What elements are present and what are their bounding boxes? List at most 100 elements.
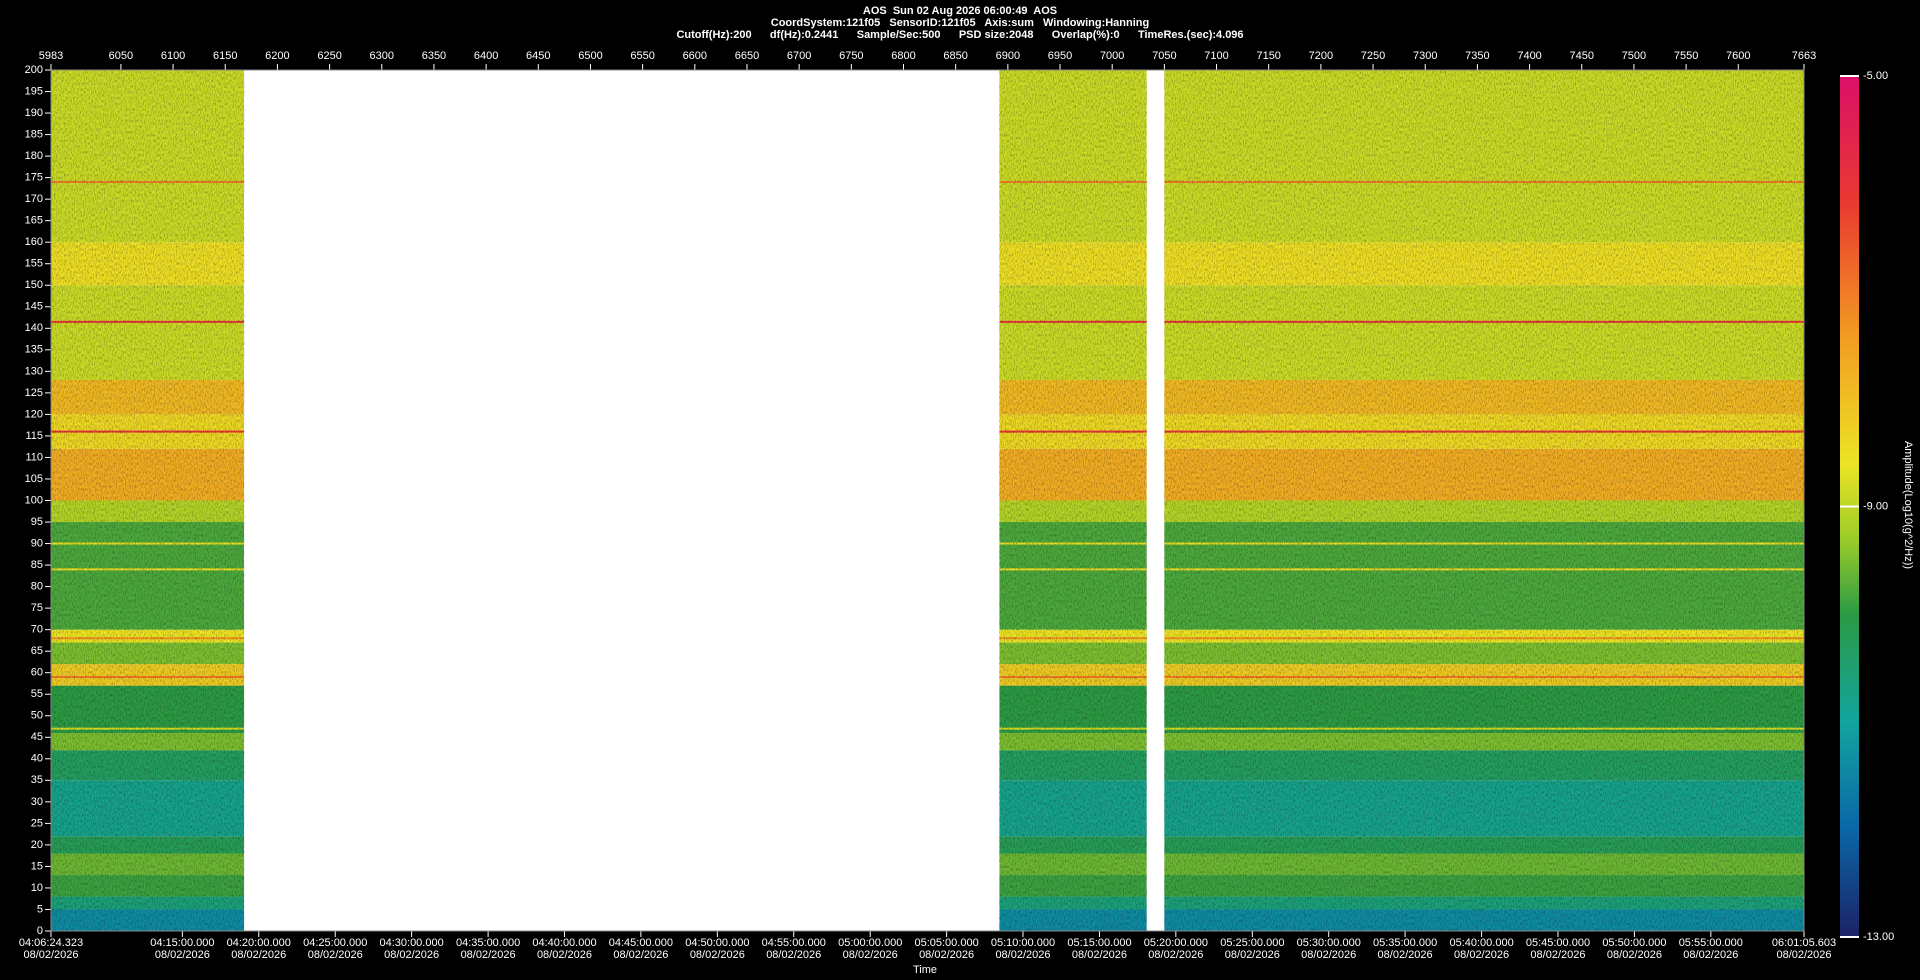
time-tick-date: 08/02/2026 (1301, 949, 1356, 961)
time-tick-label: 04:35:00.000 (456, 937, 520, 949)
y-tick-label: 95 (31, 516, 43, 528)
noise-texture (1164, 70, 1804, 931)
y-tick-label: 5 (37, 903, 43, 915)
time-tick-label: 05:35:00.000 (1373, 937, 1437, 949)
y-tick-label: 105 (25, 473, 43, 485)
time-tick-date: 08/02/2026 (461, 949, 516, 961)
y-tick-label: 120 (25, 408, 43, 420)
y-tick-label: 135 (25, 344, 43, 356)
time-tick-label: 05:00:00.000 (838, 937, 902, 949)
x-tick-label: 7600 (1726, 50, 1750, 62)
x-tick-label: 6450 (526, 50, 550, 62)
time-tick-date: 08/02/2026 (231, 949, 286, 961)
y-tick-label: 15 (31, 860, 43, 872)
time-tick-date: 08/02/2026 (613, 949, 668, 961)
y-tick-label: 40 (31, 753, 43, 765)
x-tick-label: 6350 (422, 50, 446, 62)
time-tick-label: 04:30:00.000 (379, 937, 443, 949)
y-tick-label: 200 (25, 64, 43, 76)
x-axis-label: Time (913, 964, 937, 976)
time-tick-label: 04:40:00.000 (532, 937, 596, 949)
y-tick-label: 160 (25, 236, 43, 248)
y-tick-label: 125 (25, 387, 43, 399)
time-tick-date: 08/02/2026 (919, 949, 974, 961)
colorbar-tick-label: -5.00 (1863, 70, 1888, 82)
y-tick-label: 10 (31, 882, 43, 894)
y-tick-label: 45 (31, 731, 43, 743)
x-tick-label: 6750 (839, 50, 863, 62)
y-tick-label: 90 (31, 537, 43, 549)
y-tick-label: 50 (31, 710, 43, 722)
time-tick-date: 08/02/2026 (308, 949, 363, 961)
x-tick-label: 7550 (1674, 50, 1698, 62)
time-tick-date: 08/02/2026 (1776, 949, 1831, 961)
y-tick-label: 190 (25, 107, 43, 119)
y-tick-label: 110 (25, 451, 43, 463)
colorbar-label: Amplitude(Log10(g^2/Hz)) (1902, 441, 1914, 569)
time-tick-date: 08/02/2026 (1683, 949, 1738, 961)
y-tick-label: 195 (25, 85, 43, 97)
time-tick-label: 05:40:00.000 (1449, 937, 1513, 949)
x-tick-label: 6700 (787, 50, 811, 62)
y-tick-label: 25 (31, 817, 43, 829)
time-tick-date: 08/02/2026 (384, 949, 439, 961)
time-tick-label: 05:30:00.000 (1297, 937, 1361, 949)
y-tick-label: 100 (25, 494, 43, 506)
time-tick-date: 08/02/2026 (1225, 949, 1280, 961)
x-tick-label: 7663 (1792, 50, 1816, 62)
time-tick-label: 04:20:00.000 (227, 937, 291, 949)
y-tick-label: 170 (25, 193, 43, 205)
time-tick-label: 04:55:00.000 (762, 937, 826, 949)
time-tick-date: 08/02/2026 (1607, 949, 1662, 961)
x-tick-label: 7450 (1570, 50, 1594, 62)
x-tick-label: 6150 (213, 50, 237, 62)
y-tick-label: 150 (25, 279, 43, 291)
time-tick-label: 04:15:00.000 (150, 937, 214, 949)
time-tick-date: 08/02/2026 (766, 949, 821, 961)
time-tick-label: 04:25:00.000 (303, 937, 367, 949)
colorbar-tick-label: -13.00 (1863, 931, 1894, 943)
y-tick-label: 55 (31, 688, 43, 700)
time-tick-label: 05:50:00.000 (1602, 937, 1666, 949)
x-tick-label: 6100 (161, 50, 185, 62)
x-tick-label: 7200 (1309, 50, 1333, 62)
x-tick-label: 7100 (1204, 50, 1228, 62)
x-tick-label: 6200 (265, 50, 289, 62)
x-tick-label: 6050 (109, 50, 133, 62)
x-tick-label: 7400 (1517, 50, 1541, 62)
time-tick-label: 05:25:00.000 (1220, 937, 1284, 949)
time-tick-date: 08/02/2026 (1530, 949, 1585, 961)
time-tick-date: 08/02/2026 (23, 949, 78, 961)
time-tick-label: 04:45:00.000 (609, 937, 673, 949)
y-tick-label: 60 (31, 667, 43, 679)
time-tick-date: 08/02/2026 (1454, 949, 1509, 961)
x-tick-label: 6650 (735, 50, 759, 62)
y-tick-label: 155 (25, 258, 43, 270)
y-tick-label: 145 (25, 301, 43, 313)
time-tick-label: 05:45:00.000 (1526, 937, 1590, 949)
x-tick-label: 7300 (1413, 50, 1437, 62)
y-tick-label: 175 (25, 172, 43, 184)
time-tick-label: 05:05:00.000 (914, 937, 978, 949)
time-tick-date: 08/02/2026 (155, 949, 210, 961)
time-tick-label: 04:50:00.000 (685, 937, 749, 949)
title-line: CoordSystem:121f05 SensorID:121f05 Axis:… (771, 17, 1149, 29)
time-tick-date: 08/02/2026 (537, 949, 592, 961)
y-tick-label: 80 (31, 581, 43, 593)
time-tick-date: 08/02/2026 (1378, 949, 1433, 961)
y-tick-label: 30 (31, 796, 43, 808)
y-tick-label: 75 (31, 602, 43, 614)
plot-frame (50, 69, 1805, 932)
x-tick-label: 7250 (1361, 50, 1385, 62)
noise-texture (999, 70, 1147, 931)
x-tick-label: 6500 (578, 50, 602, 62)
x-tick-label: 7500 (1622, 50, 1646, 62)
time-tick-date: 08/02/2026 (1072, 949, 1127, 961)
colorbar-tick-label: -9.00 (1863, 500, 1888, 512)
y-tick-label: 180 (25, 150, 43, 162)
x-tick-label: 7150 (1256, 50, 1280, 62)
y-tick-label: 165 (25, 215, 43, 227)
y-tick-label: 65 (31, 645, 43, 657)
x-tick-label: 6800 (891, 50, 915, 62)
